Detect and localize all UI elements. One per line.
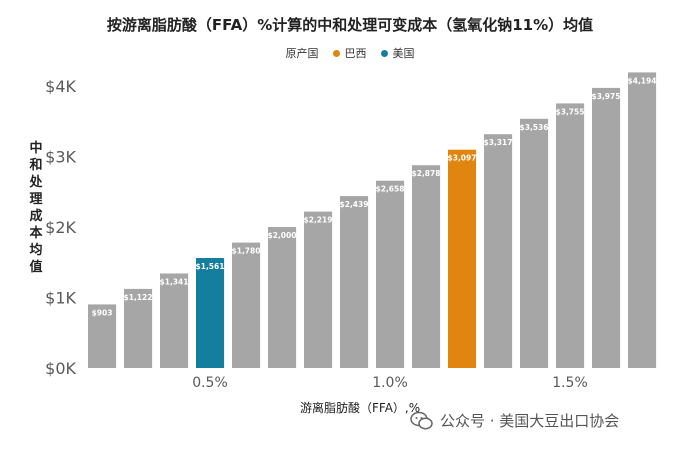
- bar-9: [412, 165, 441, 368]
- bar-13: [556, 103, 585, 369]
- data-label-6: $2,219: [304, 216, 333, 225]
- y-tick-0: $0K: [45, 359, 76, 378]
- data-label-5: $2,000: [268, 231, 297, 240]
- bar-5: [268, 227, 297, 368]
- x-tick-2: 1.5%: [552, 375, 588, 391]
- chart-title: 按游离脂肪酸（FFA）%计算的中和处理可变成本（氢氧化钠11%）均值: [106, 16, 594, 34]
- y-tick-4: $4K: [45, 77, 76, 96]
- legend-item-brazil: 巴西: [332, 45, 367, 61]
- data-label-7: $2,439: [340, 200, 369, 209]
- y-axis-label: 中和处理成本均值: [29, 141, 43, 275]
- legend-dot-usa: [380, 49, 388, 57]
- legend-label-brazil: 巴西: [344, 47, 367, 60]
- y-tick-1: $1K: [45, 289, 76, 308]
- data-label-13: $3,755: [556, 107, 585, 116]
- bar-4: [232, 242, 261, 368]
- bar-0: [88, 304, 117, 368]
- x-axis-label: 游离脂肪酸（FFA）,%: [300, 401, 421, 415]
- data-label-11: $3,317: [484, 138, 513, 147]
- legend-item-usa: 美国: [380, 45, 415, 61]
- bar-8: [376, 180, 405, 368]
- bar-14: [592, 87, 621, 369]
- legend-label-usa: 美国: [392, 47, 415, 60]
- data-label-2: $1,341: [160, 278, 189, 287]
- data-label-10: $3,097: [448, 154, 477, 163]
- data-label-0: $903: [92, 308, 113, 317]
- x-tick-0: 0.5%: [192, 375, 228, 391]
- bar-11: [484, 134, 513, 368]
- bar-12: [520, 118, 549, 368]
- bar-2: [160, 273, 189, 368]
- data-label-9: $2,878: [412, 169, 441, 178]
- data-label-14: $3,975: [592, 92, 621, 101]
- bar-10: [448, 149, 477, 368]
- y-tick-3: $3K: [45, 148, 76, 167]
- legend-item-origin: 原产国: [286, 45, 319, 61]
- bar-15: [628, 72, 657, 369]
- x-tick-1: 1.0%: [372, 375, 408, 391]
- bar-6: [304, 211, 333, 368]
- watermark: 公众号 · 美国大豆出口协会: [410, 410, 619, 431]
- legend-dot-brazil: [332, 49, 340, 57]
- data-label-15: $4,194: [628, 76, 657, 85]
- watermark-text: 公众号 · 美国大豆出口协会: [440, 412, 620, 430]
- y-tick-2: $2K: [45, 218, 76, 237]
- data-label-12: $3,536: [520, 123, 549, 132]
- data-label-8: $2,658: [376, 185, 405, 194]
- legend-label-origin: 原产国: [285, 47, 319, 60]
- data-label-3: $1,561: [196, 262, 225, 271]
- data-label-1: $1,122: [124, 293, 153, 302]
- wechat-icon: [410, 411, 434, 431]
- bar-1: [124, 288, 153, 368]
- legend: 原产国 巴西 美国: [0, 45, 700, 61]
- bar-3: [196, 258, 225, 368]
- bar-7: [340, 196, 369, 368]
- data-label-4: $1,780: [232, 247, 261, 256]
